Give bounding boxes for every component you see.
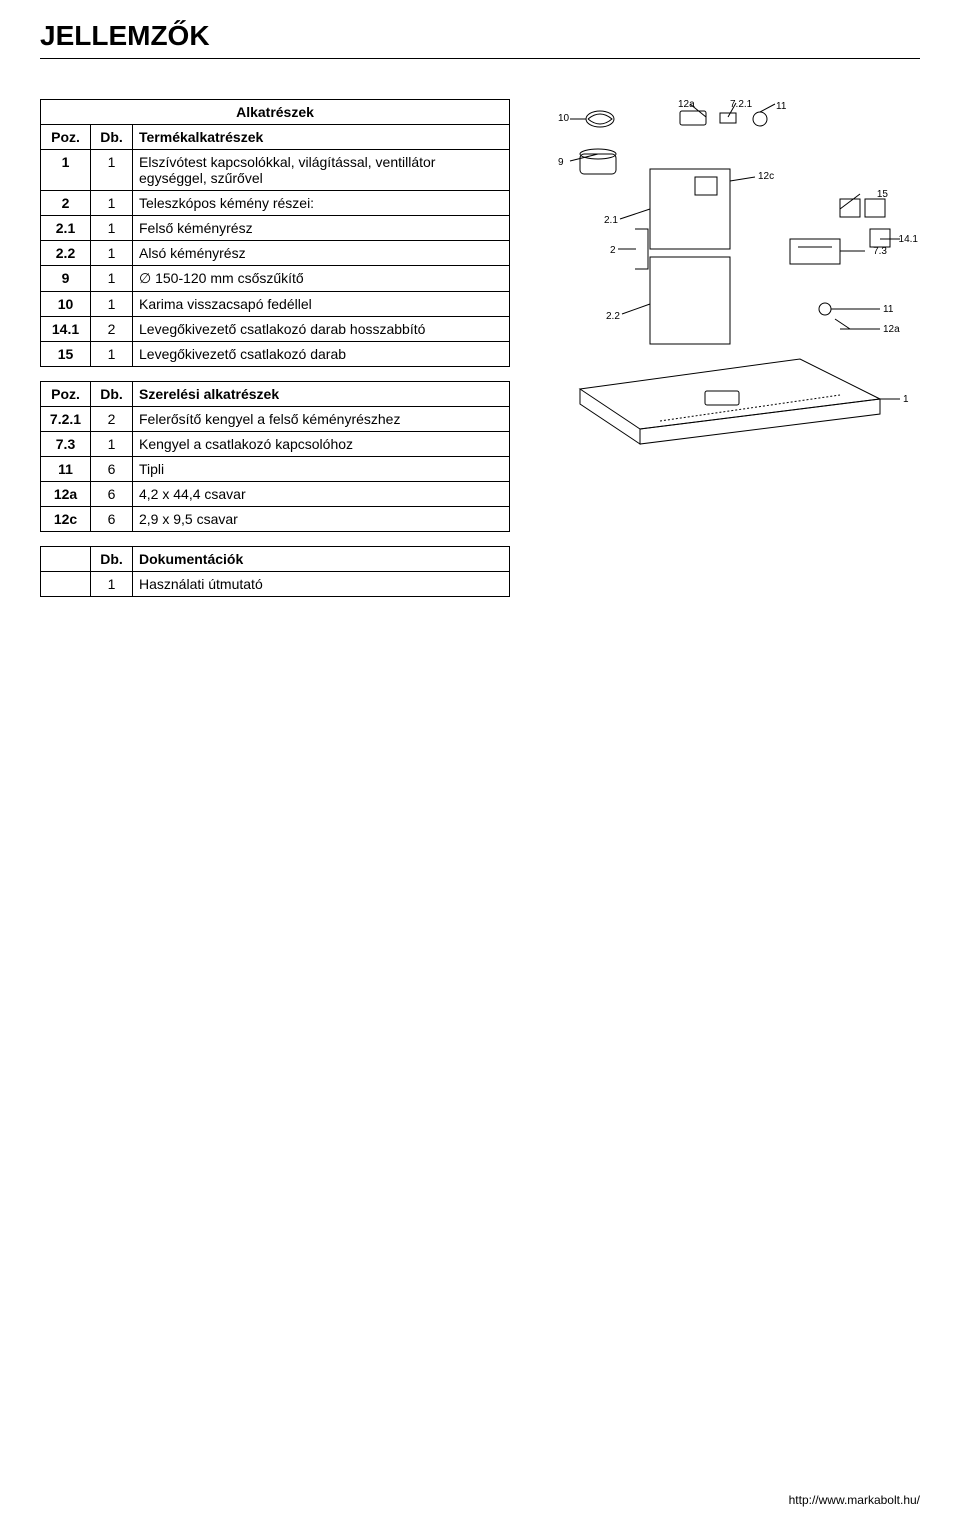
cell-desc: Használati útmutató [133,572,510,597]
parts-subtitle: Termékalkatrészek [133,125,510,150]
cell-poz [41,572,91,597]
cell-poz: 2 [41,191,91,216]
mounting-title: Szerelési alkatrészek [133,382,510,407]
table-row: 10 1 Karima visszacsapó fedéllel [41,292,510,317]
cell-db: 1 [91,191,133,216]
diagram-label-9: 9 [558,157,564,168]
cell-db: 6 [91,482,133,507]
table-row: 14.1 2 Levegőkivezető csatlakozó darab h… [41,317,510,342]
table-row: 1 1 Elszívótest kapcsolókkal, világításs… [41,150,510,191]
table-row: 9 1 ∅ 150-120 mm csőszűkítő [41,266,510,292]
docs-table: Db. Dokumentációk 1 Használati útmutató [40,546,510,597]
footer-url: http://www.markabolt.hu/ [789,1493,920,1507]
cell-db: 1 [91,150,133,191]
table-row: 2.2 1 Alsó kéményrész [41,241,510,266]
cell-db: 1 [91,292,133,317]
diagram-label-15: 15 [877,189,889,200]
parts-header-poz: Poz. [41,125,91,150]
cell-poz: 9 [41,266,91,292]
cell-db: 6 [91,507,133,532]
diagram-label-1: 1 [903,394,909,405]
docs-header-db: Db. [91,547,133,572]
mounting-rows: 7.2.1 2 Felerősítő kengyel a felső kémén… [41,407,510,532]
table-row: 11 6 Tipli [41,457,510,482]
docs-empty-poz [41,547,91,572]
mounting-header-poz: Poz. [41,382,91,407]
cell-poz: 7.3 [41,432,91,457]
cell-db: 1 [91,572,133,597]
diagram-column: 10 9 12a 7.2.1 11 2.1 12c 2 2.2 15 14.1 … [540,99,920,484]
table-row: 1 Használati útmutató [41,572,510,597]
cell-desc: Levegőkivezető csatlakozó darab hosszabb… [133,317,510,342]
cell-desc: Alsó kéményrész [133,241,510,266]
cell-db: 1 [91,241,133,266]
table-row: 12a 6 4,2 x 44,4 csavar [41,482,510,507]
diagram-label-12a: 12a [678,99,695,110]
diagram-label-141: 14.1 [899,234,919,245]
mounting-table: Poz. Db. Szerelési alkatrészek 7.2.1 2 F… [40,381,510,532]
docs-title: Dokumentációk [133,547,510,572]
table-row: 2 1 Teleszkópos kémény részei: [41,191,510,216]
cell-desc: Elszívótest kapcsolókkal, világítással, … [133,150,510,191]
cell-desc: 4,2 x 44,4 csavar [133,482,510,507]
cell-desc: Karima visszacsapó fedéllel [133,292,510,317]
cell-desc: Felerősítő kengyel a felső kéményrészhez [133,407,510,432]
page-title: JELLEMZŐK [40,20,920,52]
diagram-label-21: 2.1 [604,215,618,226]
diagram-label-12ab: 12a [883,324,900,335]
cell-poz: 15 [41,342,91,367]
cell-db: 6 [91,457,133,482]
title-rule [40,58,920,59]
cell-desc: Felső kéményrész [133,216,510,241]
table-row: 7.2.1 2 Felerősítő kengyel a felső kémén… [41,407,510,432]
parts-rows: 1 1 Elszívótest kapcsolókkal, világításs… [41,150,510,367]
diagram-label-12c: 12c [758,171,774,182]
docs-rows: 1 Használati útmutató [41,572,510,597]
cell-desc: ∅ 150-120 mm csőszűkítő [133,266,510,292]
table-row: 7.3 1 Kengyel a csatlakozó kapcsolóhoz [41,432,510,457]
parts-header-db: Db. [91,125,133,150]
table-row: 15 1 Levegőkivezető csatlakozó darab [41,342,510,367]
parts-title: Alkatrészek [41,100,510,125]
cell-desc: Levegőkivezető csatlakozó darab [133,342,510,367]
cell-poz: 7.2.1 [41,407,91,432]
tables-column: Alkatrészek Poz. Db. Termékalkatrészek 1… [40,99,510,611]
cell-db: 2 [91,317,133,342]
diagram-label-22: 2.2 [606,311,620,322]
cell-poz: 2.2 [41,241,91,266]
cell-poz: 10 [41,292,91,317]
cell-db: 1 [91,266,133,292]
cell-db: 2 [91,407,133,432]
cell-db: 1 [91,216,133,241]
table-row: 2.1 1 Felső kéményrész [41,216,510,241]
cell-poz: 12a [41,482,91,507]
cell-poz: 11 [41,457,91,482]
diagram-label-721: 7.2.1 [730,99,753,110]
parts-table: Alkatrészek Poz. Db. Termékalkatrészek 1… [40,99,510,367]
cell-desc: Teleszkópos kémény részei: [133,191,510,216]
content-row: Alkatrészek Poz. Db. Termékalkatrészek 1… [40,99,920,611]
table-row: 12c 6 2,9 x 9,5 csavar [41,507,510,532]
diagram-label-11: 11 [776,101,787,112]
exploded-diagram: 10 9 12a 7.2.1 11 2.1 12c 2 2.2 15 14.1 … [540,99,920,479]
cell-poz: 14.1 [41,317,91,342]
diagram-label-73: 7.3 [873,246,887,257]
cell-poz: 2.1 [41,216,91,241]
diagram-label-10: 10 [558,113,570,124]
cell-desc: 2,9 x 9,5 csavar [133,507,510,532]
cell-desc: Kengyel a csatlakozó kapcsolóhoz [133,432,510,457]
cell-desc: Tipli [133,457,510,482]
mounting-header-db: Db. [91,382,133,407]
diagram-label-11b: 11 [883,304,894,315]
cell-db: 1 [91,432,133,457]
cell-db: 1 [91,342,133,367]
cell-poz: 12c [41,507,91,532]
diagram-label-2: 2 [610,245,616,256]
cell-poz: 1 [41,150,91,191]
